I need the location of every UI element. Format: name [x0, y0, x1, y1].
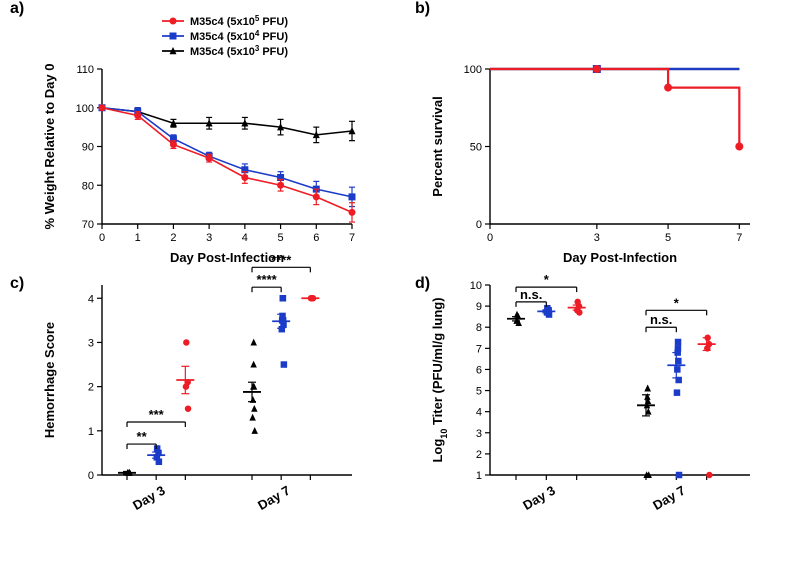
- svg-text:Day 3: Day 3: [130, 483, 168, 513]
- chart-weight-loss: 70 80 90 100 110 0 1 2 3 4 5 6 7 Day Post-Infection % …: [30, 5, 390, 265]
- svg-text:80: 80: [82, 180, 94, 192]
- svg-text:**: **: [137, 429, 148, 444]
- svg-text:% Weight Relative to Day 0: % Weight Relative to Day 0: [42, 64, 57, 230]
- svg-text:*: *: [674, 295, 680, 310]
- svg-text:4: 4: [476, 407, 482, 419]
- svg-text:n.s.: n.s.: [520, 287, 542, 302]
- svg-text:0: 0: [88, 470, 94, 482]
- svg-text:4: 4: [242, 232, 248, 244]
- panel-label-a: a): [10, 0, 24, 18]
- svg-text:10: 10: [470, 280, 482, 292]
- chart-titer: 1 2 3 4 5 6 7 8 9 10 Log10 Titer (PFU/ml/g lung) Da…: [410, 275, 780, 555]
- svg-text:7: 7: [476, 343, 482, 355]
- svg-text:Log10 Titer (PFU/ml/g lung): Log10 Titer (PFU/ml/g lung): [430, 297, 449, 462]
- svg-text:****: ****: [256, 272, 277, 287]
- svg-text:Day Post-Infection: Day Post-Infection: [563, 250, 677, 265]
- svg-text:2: 2: [88, 382, 94, 394]
- svg-text:5: 5: [476, 386, 482, 398]
- svg-text:90: 90: [82, 142, 94, 154]
- svg-text:2: 2: [476, 449, 482, 461]
- svg-text:3: 3: [476, 428, 482, 440]
- svg-text:100: 100: [76, 103, 94, 115]
- panel-label-c: c): [10, 275, 24, 293]
- svg-text:3: 3: [206, 232, 212, 244]
- svg-text:110: 110: [76, 64, 94, 76]
- svg-text:0: 0: [476, 219, 482, 231]
- svg-text:7: 7: [736, 232, 742, 244]
- svg-text:70: 70: [82, 219, 94, 231]
- svg-text:****: ****: [271, 252, 292, 267]
- svg-text:6: 6: [476, 364, 482, 376]
- svg-text:n.s.: n.s.: [650, 312, 672, 327]
- svg-text:2: 2: [170, 232, 176, 244]
- svg-text:6: 6: [313, 232, 319, 244]
- svg-text:M35c4 (5x103 PFU): M35c4 (5x103 PFU): [190, 44, 288, 59]
- svg-text:3: 3: [88, 337, 94, 349]
- svg-text:100: 100: [464, 64, 482, 76]
- svg-text:50: 50: [470, 142, 482, 154]
- figure-root: a) b) c) d) 70809010011001234567Day Post…: [0, 0, 800, 563]
- svg-text:1: 1: [476, 470, 482, 482]
- chart-hemorrhage: 01234Hemorrhage ScoreDay 3Day 7*********…: [30, 275, 390, 555]
- svg-text:Day Post-Infection: Day Post-Infection: [170, 250, 284, 265]
- svg-text:Day 3: Day 3: [520, 483, 558, 513]
- svg-text:4: 4: [88, 293, 94, 305]
- svg-text:7: 7: [349, 232, 355, 244]
- svg-text:M35c4 (5x105 PFU): M35c4 (5x105 PFU): [190, 14, 288, 29]
- svg-text:8: 8: [476, 322, 482, 334]
- svg-text:5: 5: [278, 232, 284, 244]
- svg-text:0: 0: [487, 232, 493, 244]
- svg-text:5: 5: [665, 232, 671, 244]
- svg-text:Day 7: Day 7: [255, 483, 293, 513]
- svg-text:***: ***: [149, 407, 165, 422]
- svg-text:*: *: [544, 272, 550, 287]
- svg-text:Percent survival: Percent survival: [430, 96, 445, 196]
- svg-text:0: 0: [99, 232, 105, 244]
- svg-text:M35c4 (5x104 PFU): M35c4 (5x104 PFU): [190, 29, 288, 44]
- svg-text:Hemorrhage Score: Hemorrhage Score: [42, 322, 57, 438]
- svg-text:1: 1: [135, 232, 141, 244]
- svg-text:Day 7: Day 7: [650, 483, 688, 513]
- svg-text:9: 9: [476, 301, 482, 313]
- svg-text:1: 1: [88, 426, 94, 438]
- svg-text:3: 3: [594, 232, 600, 244]
- chart-survival: 0 50 100 0 3 5 7 Day Post-Infection Percent surv…: [410, 5, 780, 265]
